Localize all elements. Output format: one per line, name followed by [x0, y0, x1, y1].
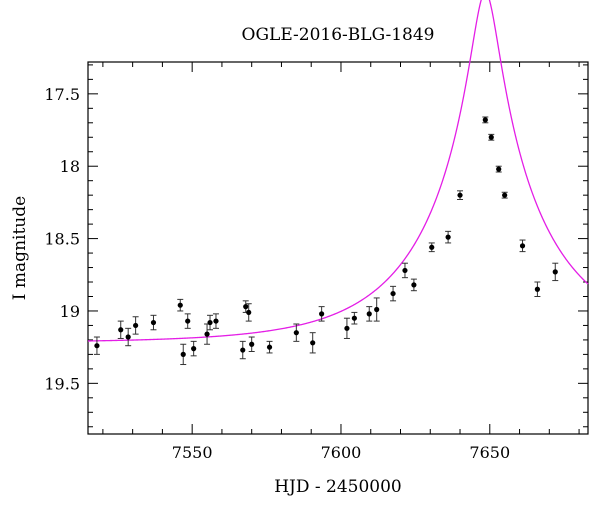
data-point: [150, 314, 157, 331]
data-point: [482, 116, 489, 124]
data-point: [245, 303, 252, 322]
data-point-marker: [482, 117, 488, 123]
data-point: [132, 316, 139, 335]
data-point-marker: [246, 309, 252, 316]
data-point: [248, 336, 255, 352]
data-point-marker: [534, 286, 541, 292]
data-point: [351, 311, 358, 325]
data-point-marker: [249, 341, 255, 347]
data-point: [488, 133, 495, 141]
data-point-marker: [185, 318, 191, 324]
data-point-marker: [319, 311, 325, 317]
data-point: [125, 327, 132, 347]
data-point-marker: [243, 304, 249, 310]
data-point: [534, 281, 541, 297]
data-point-marker: [150, 319, 157, 326]
data-point: [495, 165, 502, 173]
data-point-marker: [488, 134, 494, 140]
data-point: [93, 336, 100, 355]
axis-ticks: [88, 62, 588, 434]
data-point-marker: [240, 347, 246, 353]
x-tick-label: 7550: [172, 443, 213, 462]
plot-area: [87, 61, 589, 435]
axis-tick-labels: 7550 7600 7650 17.5 18 18.5 19 19.5: [44, 85, 510, 462]
data-point: [242, 300, 249, 313]
y-tick-label: 18.5: [44, 230, 80, 249]
data-point-marker: [429, 244, 435, 250]
data-point-marker: [204, 331, 210, 337]
data-point-marker: [496, 166, 502, 172]
data-point-marker: [310, 340, 316, 346]
data-point: [212, 313, 219, 329]
data-point: [239, 340, 246, 360]
data-point-marker: [457, 192, 463, 198]
data-point-marker: [94, 343, 100, 349]
data-point: [401, 262, 408, 279]
data-point: [318, 306, 325, 322]
x-tick-label: 7600: [321, 443, 362, 462]
data-point: [519, 239, 526, 253]
data-point-marker: [445, 234, 451, 240]
data-point-marker: [390, 290, 396, 297]
data-point-marker: [402, 267, 408, 274]
data-point: [343, 317, 350, 339]
data-point-marker: [177, 302, 183, 308]
x-tick-label: 7650: [469, 443, 510, 462]
data-point: [180, 343, 187, 366]
y-axis-label: I magnitude: [10, 196, 30, 300]
data-point: [293, 323, 300, 342]
data-point-marker: [374, 306, 380, 313]
model-curve: [87, 0, 589, 342]
data-point-marker: [366, 311, 372, 317]
y-tick-label: 19: [60, 302, 80, 321]
data-point: [445, 230, 452, 244]
data-point: [410, 278, 417, 292]
data-point-marker: [133, 322, 139, 329]
data-point-marker: [207, 319, 213, 326]
y-tick-label: 19.5: [44, 374, 80, 393]
data-point-marker: [502, 192, 508, 198]
data-point-marker: [266, 344, 273, 350]
data-point-marker: [125, 334, 131, 340]
data-point: [204, 323, 211, 345]
data-point: [552, 262, 559, 282]
y-tick-label: 17.5: [44, 85, 80, 104]
data-point: [266, 340, 273, 354]
data-point: [428, 242, 435, 253]
data-point: [366, 306, 373, 322]
data-point-marker: [118, 327, 124, 333]
data-point-marker: [344, 325, 350, 331]
data-point: [501, 191, 508, 199]
data-points: [93, 116, 559, 366]
data-point: [309, 332, 316, 354]
y-tick-label: 18: [60, 157, 80, 176]
data-point-marker: [191, 345, 197, 352]
data-point-marker: [519, 243, 526, 249]
chart-title: OGLE-2016-BLG-1849: [242, 25, 435, 45]
data-point: [457, 190, 464, 201]
data-point: [184, 313, 191, 329]
data-point-marker: [411, 282, 417, 288]
data-point-marker: [351, 315, 357, 321]
plot-frame: [87, 61, 589, 435]
data-point: [390, 285, 397, 302]
data-point: [207, 314, 214, 331]
x-axis-label: HJD - 2450000: [274, 477, 402, 497]
data-point: [190, 340, 197, 357]
data-point: [117, 320, 124, 339]
data-point-marker: [552, 269, 558, 275]
data-point: [373, 297, 380, 322]
data-point-marker: [180, 351, 186, 357]
data-point: [177, 298, 184, 312]
data-point-marker: [213, 318, 219, 324]
data-point-marker: [293, 330, 299, 336]
model-layer: [87, 0, 589, 342]
